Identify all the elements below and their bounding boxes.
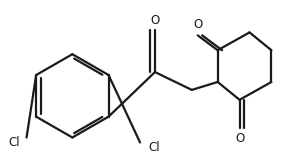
Text: O: O: [235, 132, 244, 145]
Text: O: O: [150, 14, 160, 27]
Text: Cl: Cl: [9, 136, 20, 149]
Text: O: O: [193, 18, 202, 31]
Text: Cl: Cl: [148, 141, 160, 154]
